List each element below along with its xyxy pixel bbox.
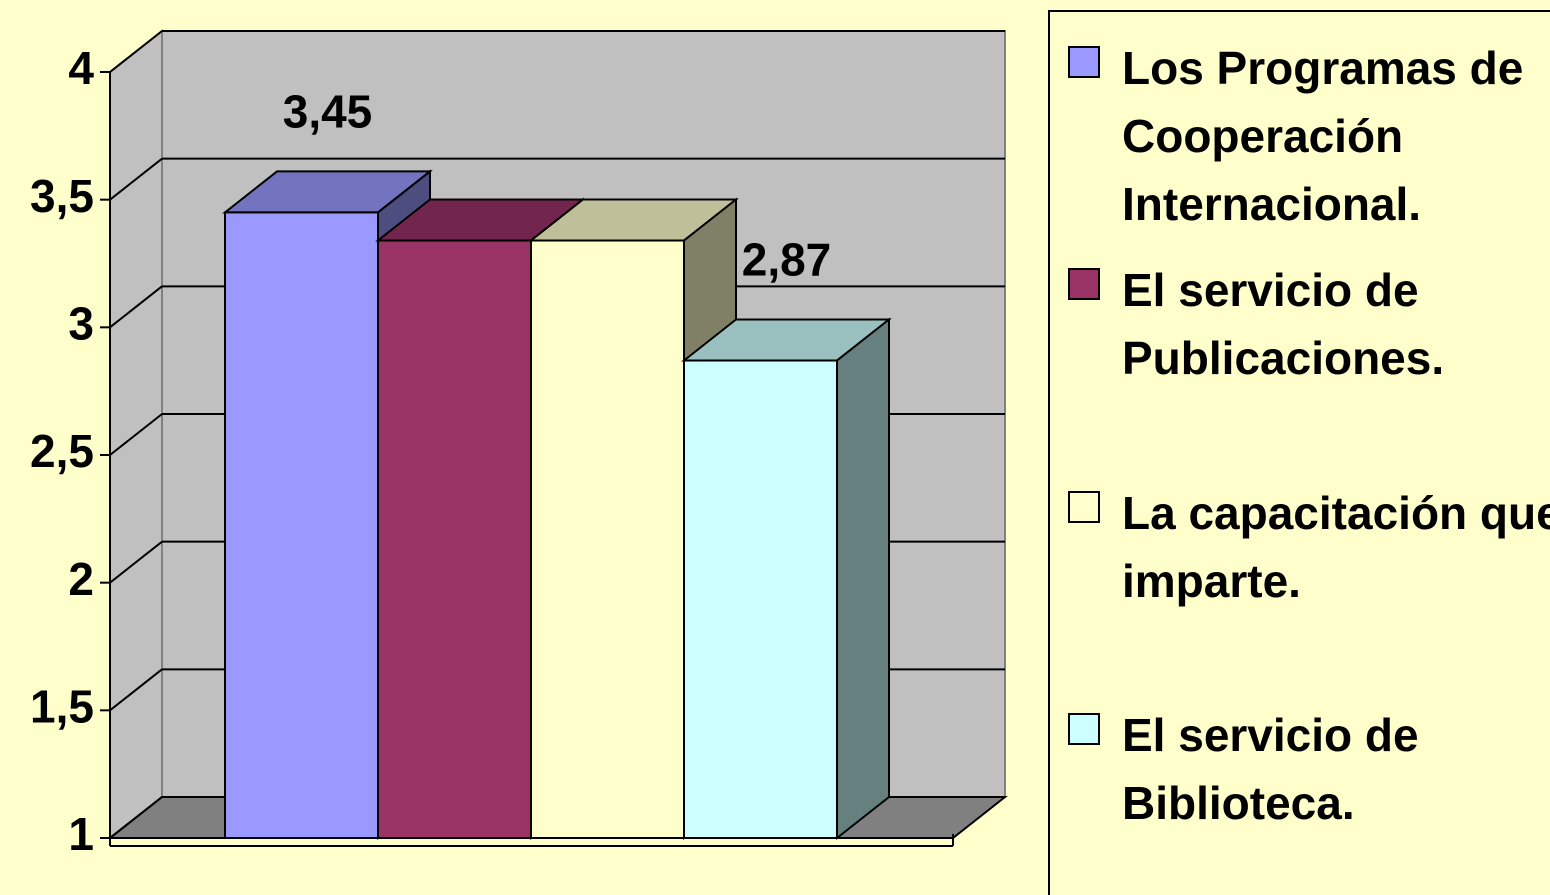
grid-line: [109, 157, 163, 201]
y-tick-label: 2,5: [30, 425, 94, 477]
y-tick-label: 4: [68, 42, 94, 94]
chart: 1 1,5 2 2,5 3 3,5 4 3,45 2,87: [30, 28, 1008, 860]
bar-front: [530, 239, 685, 839]
legend-swatch: [1068, 491, 1100, 523]
legend-swatch: [1068, 46, 1100, 78]
grid-line: [109, 30, 163, 73]
grid-line: [109, 668, 163, 712]
grid-line: [109, 413, 163, 456]
bar-side: [836, 317, 890, 841]
y-tick-label: 2: [68, 553, 94, 605]
legend-swatch: [1068, 268, 1100, 300]
bar: [681, 317, 892, 841]
data-label: 2,87: [742, 234, 832, 286]
legend-label: El servicio de Publicaciones.: [1122, 264, 1445, 384]
legend-label: El servicio de Biblioteca.: [1122, 709, 1419, 829]
legend: Los Programas de Cooperación Internacion…: [1048, 10, 1550, 895]
legend-swatch: [1068, 713, 1100, 745]
y-tick-label: 1,5: [30, 680, 94, 732]
y-tick-label: 3: [68, 297, 94, 349]
bar-front: [224, 211, 379, 839]
grid-line: [109, 540, 163, 584]
data-label: 3,45: [283, 86, 373, 138]
legend-label: Los Programas de Cooperación Internacion…: [1122, 42, 1524, 230]
grid-line: [109, 796, 163, 839]
y-tick-label: 3,5: [30, 170, 94, 222]
bar-front: [377, 239, 532, 839]
bar-front: [683, 359, 838, 839]
grid-line: [109, 285, 163, 329]
y-tick-label: 1: [68, 808, 94, 860]
legend-label: La capacitación que imparte.: [1122, 487, 1550, 607]
